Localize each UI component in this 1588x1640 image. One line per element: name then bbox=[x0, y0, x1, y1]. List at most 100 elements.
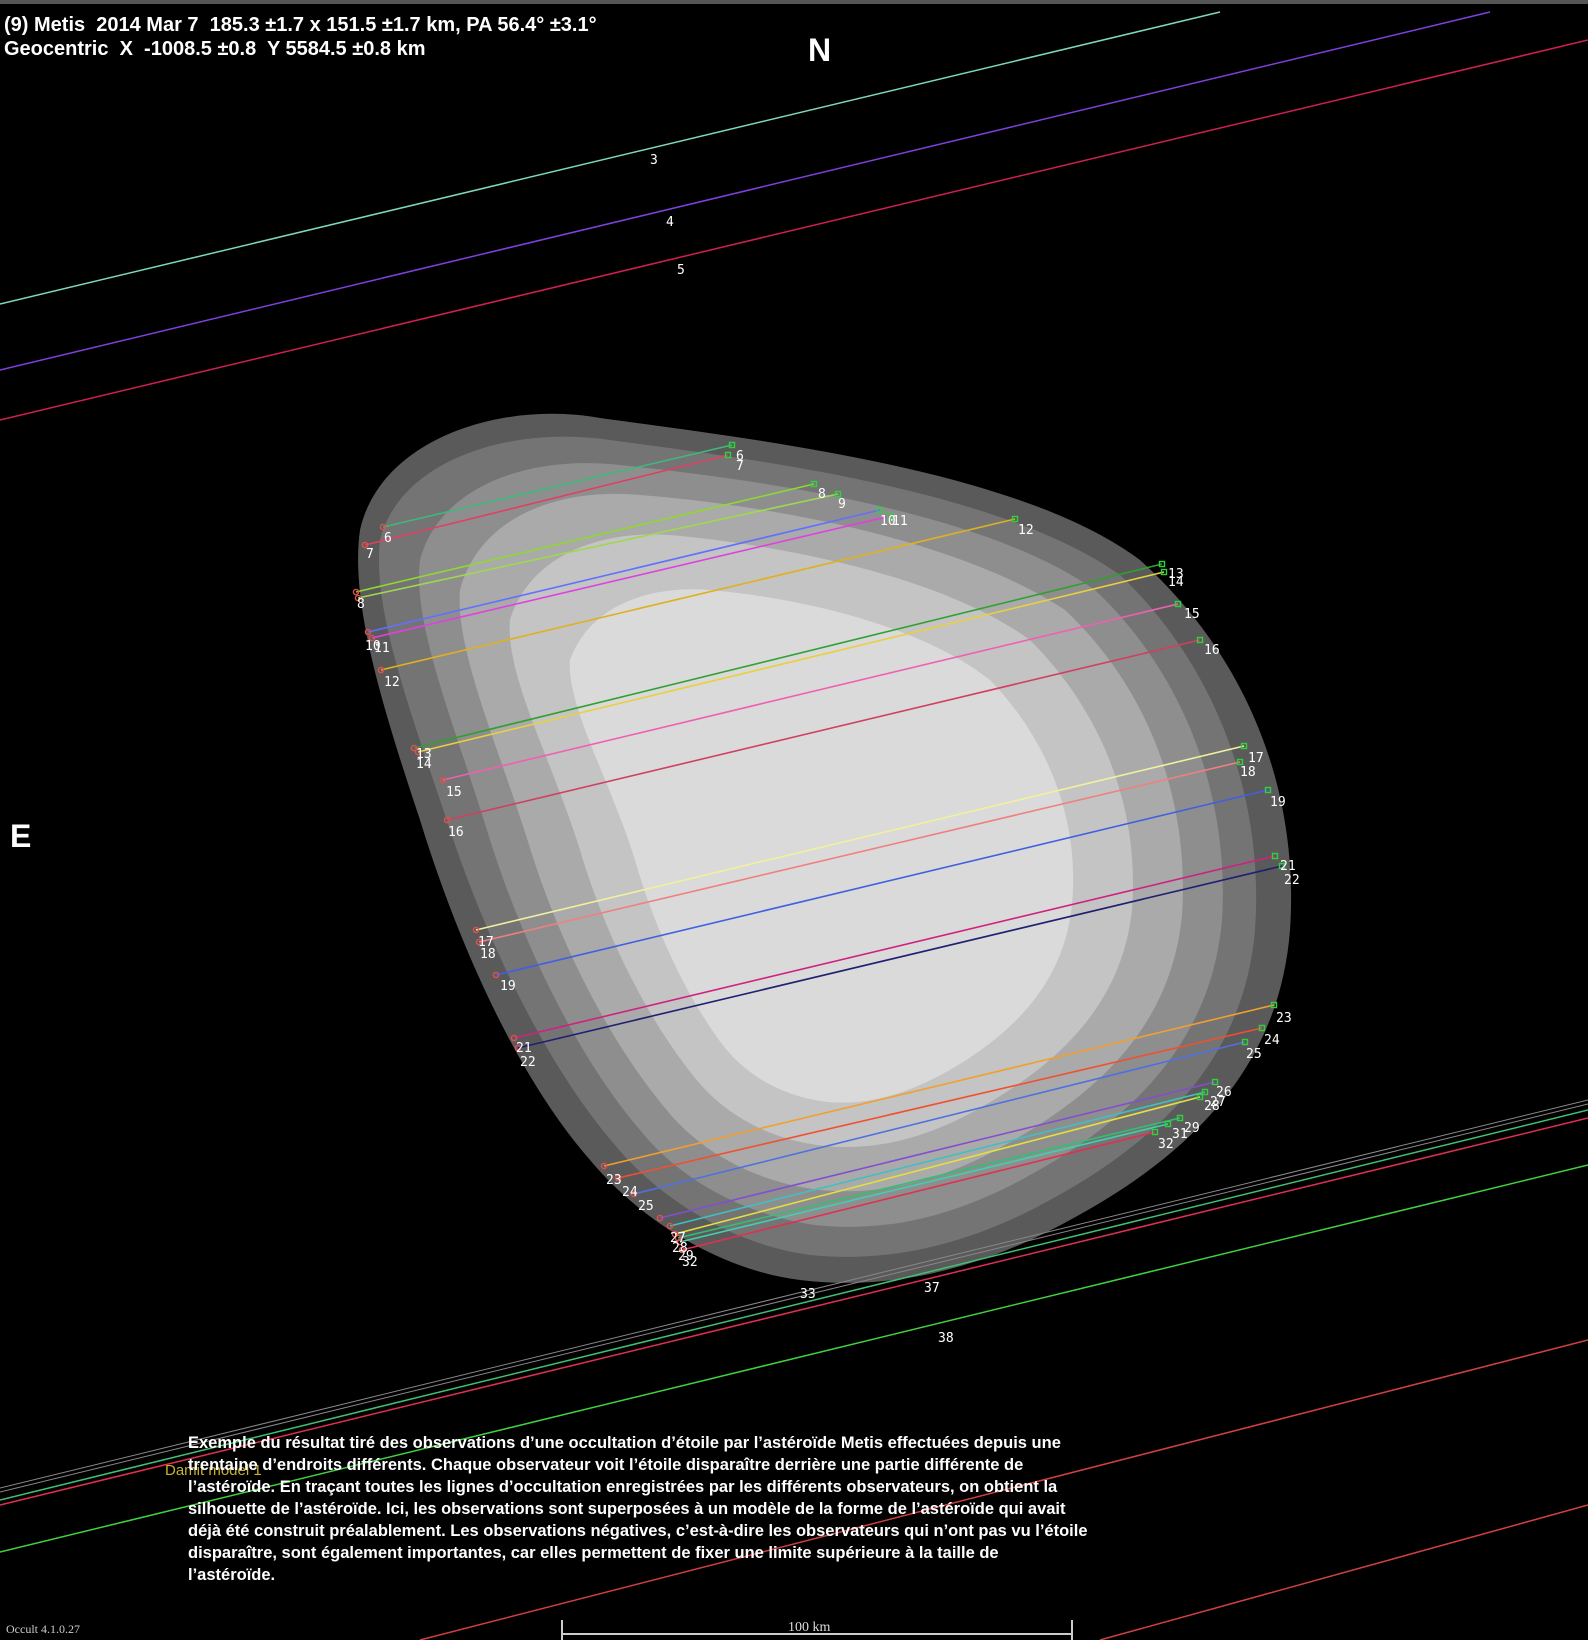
scale-bar-label: 100 km bbox=[788, 1620, 831, 1635]
chord-8 bbox=[355, 483, 815, 593]
disappear-marker-22 bbox=[514, 1044, 522, 1052]
reappear-marker-23 bbox=[1270, 1001, 1278, 1009]
reappear-marker-25 bbox=[1241, 1038, 1249, 1046]
chord-label-31-end: 31 bbox=[1172, 1127, 1188, 1142]
reappear-marker-16 bbox=[1196, 636, 1204, 644]
chord-label-14-start: 14 bbox=[416, 757, 432, 772]
chord-label-13-end: 13 bbox=[1168, 567, 1184, 582]
miss-line-grey bbox=[0, 1099, 1588, 1489]
chord-label-12-end: 12 bbox=[1018, 523, 1034, 538]
chord-25 bbox=[633, 1041, 1246, 1195]
miss-line-3 bbox=[0, 11, 1221, 305]
reappear-marker-28 bbox=[1196, 1093, 1204, 1101]
chord-label-21-end: 21 bbox=[1280, 859, 1296, 874]
disappear-marker-9 bbox=[354, 594, 362, 602]
chord-label-8-end: 8 bbox=[818, 487, 826, 502]
header-title: (9) Metis 2014 Mar 7 185.3 ±1.7 x 151.5 … bbox=[4, 14, 597, 36]
disappear-marker-6 bbox=[379, 523, 387, 531]
chord-label-27-start: 27 bbox=[670, 1231, 686, 1246]
chord-label-32-end: 32 bbox=[1158, 1137, 1174, 1152]
disappear-marker-16 bbox=[443, 816, 451, 824]
chord-28 bbox=[674, 1096, 1201, 1235]
chord-16 bbox=[446, 639, 1201, 821]
disappear-marker-12 bbox=[377, 666, 385, 674]
chord-label-19-end: 19 bbox=[1270, 795, 1286, 810]
reappear-marker-14 bbox=[1160, 568, 1168, 576]
chord-label-18-end: 18 bbox=[1240, 765, 1256, 780]
disappear-marker-8 bbox=[352, 588, 360, 596]
reappear-marker-18 bbox=[1236, 758, 1244, 766]
chord-11 bbox=[371, 515, 891, 639]
miss-lines bbox=[0, 11, 1588, 1640]
reappear-marker-9 bbox=[834, 490, 842, 498]
reappear-marker-7 bbox=[724, 451, 732, 459]
chord-label-11-start: 11 bbox=[374, 641, 390, 656]
chord-label-22-start: 22 bbox=[520, 1055, 536, 1070]
chord-label-29-start: 29 bbox=[678, 1249, 694, 1264]
disappear-marker-11 bbox=[368, 634, 376, 642]
chord-label-18-start: 18 bbox=[480, 947, 496, 962]
reappear-marker-15 bbox=[1174, 600, 1182, 608]
disappear-marker-15 bbox=[439, 776, 447, 784]
north-label: N bbox=[808, 32, 832, 68]
reappear-marker-31 bbox=[1164, 1120, 1172, 1128]
chord-label-29-end: 29 bbox=[1184, 1121, 1200, 1136]
disappear-marker-26 bbox=[656, 1214, 664, 1222]
chord-label-7-end: 7 bbox=[736, 459, 744, 474]
chord-label-24-end: 24 bbox=[1264, 1033, 1280, 1048]
disappear-marker-10 bbox=[364, 628, 372, 636]
miss-line-37 bbox=[0, 1117, 1588, 1506]
chord-label-22-end: 22 bbox=[1284, 873, 1300, 888]
miss-line-far bbox=[1099, 1504, 1588, 1640]
chord-label-19-start: 19 bbox=[500, 979, 516, 994]
miss-line-grey bbox=[0, 1103, 1588, 1493]
disappear-marker-23 bbox=[600, 1162, 608, 1170]
miss-line-label-37: 37 bbox=[924, 1281, 940, 1296]
chord-31 bbox=[679, 1123, 1169, 1243]
chord-19 bbox=[495, 789, 1269, 976]
figure-caption: Exemple du résultat tiré des observation… bbox=[188, 1434, 1088, 1584]
shape-layer-6 bbox=[569, 589, 1074, 1103]
disappear-marker-24 bbox=[614, 1174, 622, 1182]
miss-line-label-5: 5 bbox=[677, 263, 685, 278]
chord-label-12-start: 12 bbox=[384, 675, 400, 690]
chord-label-11-end: 11 bbox=[892, 514, 908, 529]
chord-14 bbox=[417, 571, 1165, 753]
chord-label-23-start: 23 bbox=[606, 1173, 622, 1188]
reappear-marker-6 bbox=[728, 441, 736, 449]
chord-label-15-end: 15 bbox=[1184, 607, 1200, 622]
chord-label-21-start: 21 bbox=[516, 1041, 532, 1056]
chord-label-28-start: 28 bbox=[672, 1241, 688, 1256]
chord-label-10-start: 10 bbox=[365, 639, 381, 654]
chord-22 bbox=[517, 865, 1283, 1049]
reappear-marker-26 bbox=[1211, 1078, 1219, 1086]
chord-23 bbox=[603, 1004, 1275, 1167]
reappear-marker-22 bbox=[1278, 862, 1286, 870]
chord-27 bbox=[669, 1091, 1206, 1227]
window-top-edge bbox=[0, 0, 1588, 4]
chord-label-16-start: 16 bbox=[448, 825, 464, 840]
reappear-marker-24 bbox=[1258, 1024, 1266, 1032]
reappear-marker-10 bbox=[876, 506, 884, 514]
chord-15 bbox=[442, 603, 1179, 781]
chord-label-13-start: 13 bbox=[416, 747, 432, 762]
miss-line-label-3: 3 bbox=[650, 153, 658, 168]
occultation-chords bbox=[352, 441, 1286, 1254]
chord-label-8-start: 8 bbox=[357, 597, 365, 612]
chord-26 bbox=[659, 1081, 1216, 1219]
reappear-marker-8 bbox=[810, 480, 818, 488]
miss-line-label-33: 33 bbox=[800, 1287, 816, 1302]
miss-line-5 bbox=[0, 39, 1588, 421]
reappear-marker-13 bbox=[1158, 560, 1166, 568]
miss-line-4 bbox=[0, 11, 1491, 371]
disappear-marker-19 bbox=[492, 971, 500, 979]
chord-7 bbox=[364, 454, 729, 546]
disappear-marker-21 bbox=[510, 1034, 518, 1042]
disappear-marker-13 bbox=[410, 744, 418, 752]
reappear-marker-21 bbox=[1271, 852, 1279, 860]
chord-label-26-end: 26 bbox=[1216, 1085, 1232, 1100]
chord-label-16-end: 16 bbox=[1204, 643, 1220, 658]
chord-label-28-end: 28 bbox=[1204, 1099, 1220, 1114]
chord-label-6-start: 6 bbox=[384, 531, 392, 546]
